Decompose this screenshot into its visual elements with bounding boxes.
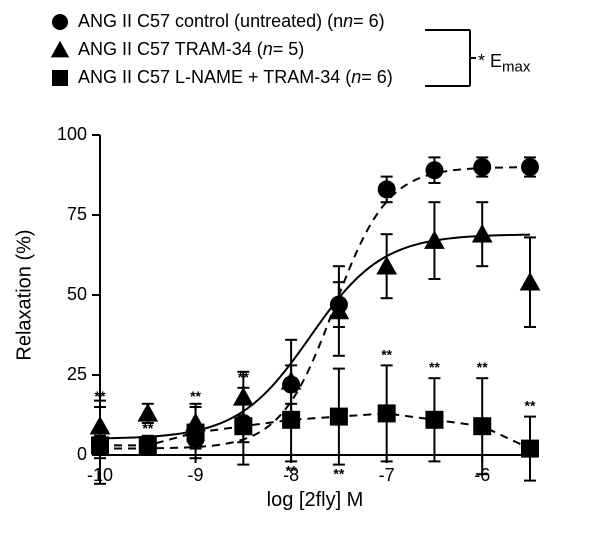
ytick-25: 25 (52, 364, 87, 385)
curve-control (100, 167, 530, 448)
sig-lname-tram34-8: ** (477, 359, 488, 375)
ytick-50: 50 (52, 284, 87, 305)
xtick--7: -7 (362, 465, 412, 486)
xtick--6: -6 (457, 465, 507, 486)
xtick--9: -9 (171, 465, 221, 486)
sig-lname-tram34-1: ** (142, 420, 153, 436)
ytick-0: 0 (52, 444, 87, 465)
ytick-75: 75 (52, 204, 87, 225)
sig-lname-tram34-6: ** (381, 346, 392, 362)
sig-lname-tram34-3: ** (238, 369, 249, 385)
ytick-100: 100 (52, 124, 87, 145)
curve-lname-tram34 (100, 413, 530, 448)
sig-lname-tram34-5: ** (333, 466, 344, 482)
y-axis-title: Relaxation (%) (14, 229, 37, 360)
xtick--10: -10 (75, 465, 125, 486)
x-axis-title: log [2fly] M (235, 489, 395, 512)
sig-lname-tram34-0: ** (95, 388, 106, 404)
plot-svg: ******************** (0, 0, 600, 536)
sig-lname-tram34-7: ** (429, 359, 440, 375)
xtick--8: -8 (266, 465, 316, 486)
curve-tram34 (100, 235, 530, 439)
sig-lname-tram34-9: ** (525, 398, 536, 414)
chart-root: ANG II C57 control (untreated) (nn= 6)AN… (0, 0, 600, 536)
sig-lname-tram34-2: ** (190, 388, 201, 404)
